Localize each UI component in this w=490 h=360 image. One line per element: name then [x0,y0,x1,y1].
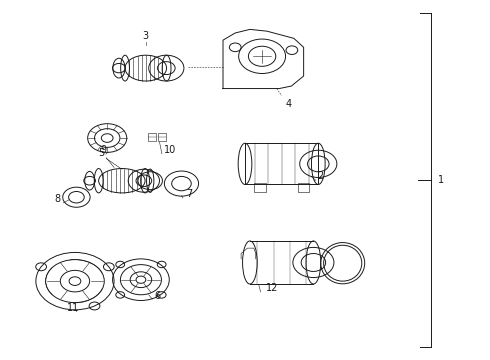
Text: 2: 2 [318,171,323,181]
Text: 10: 10 [164,145,176,155]
Text: 11: 11 [67,303,79,313]
Text: 7: 7 [186,189,193,199]
Text: 3: 3 [143,31,149,41]
Bar [254,183,266,192]
Text: 9: 9 [100,145,106,155]
Text: 4: 4 [285,99,291,109]
Text: 1: 1 [438,175,444,185]
Bar [298,183,310,192]
Text: 12: 12 [266,283,278,293]
Text: 6: 6 [155,291,161,301]
Bar [158,134,166,141]
Text: 5: 5 [98,148,104,158]
Bar [148,134,156,141]
Text: 8: 8 [54,194,60,204]
